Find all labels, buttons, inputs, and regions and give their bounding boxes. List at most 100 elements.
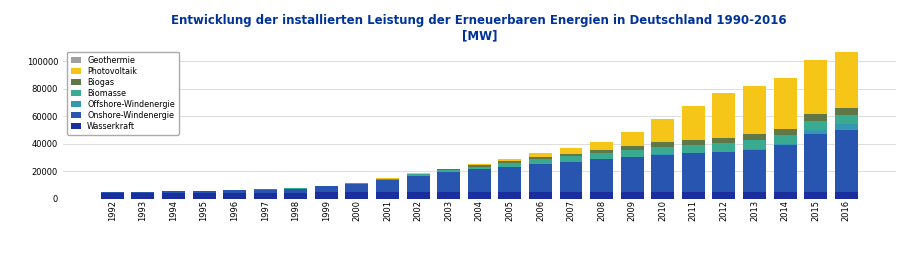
Bar [468, 164, 490, 165]
Bar [713, 152, 735, 192]
Bar [499, 161, 521, 163]
Bar [834, 124, 858, 130]
Bar [193, 191, 215, 193]
Bar [774, 129, 796, 135]
Bar [590, 153, 613, 159]
Bar [499, 192, 521, 199]
Bar [834, 52, 858, 108]
Bar [713, 143, 735, 152]
Bar [652, 119, 674, 143]
Bar [131, 192, 155, 193]
Bar [376, 192, 399, 199]
Title: Entwicklung der installierten Leistung der Erneuerbaren Energien in Deutschland : Entwicklung der installierten Leistung d… [171, 14, 788, 42]
Bar [101, 193, 124, 199]
Bar [346, 184, 368, 192]
Bar [713, 93, 735, 138]
Bar [407, 174, 429, 176]
Bar [621, 132, 644, 146]
Bar [560, 156, 582, 162]
Bar [804, 130, 827, 134]
Bar [468, 165, 490, 167]
Bar [590, 142, 613, 150]
Bar [223, 193, 246, 199]
Bar [468, 167, 490, 169]
Bar [682, 140, 705, 145]
Legend: Geothermie, Photovoltaik, Biogas, Biomasse, Offshore-Windenergie, Onshore-Winden: Geothermie, Photovoltaik, Biogas, Biomas… [67, 52, 179, 135]
Bar [682, 192, 705, 199]
Bar [621, 192, 644, 199]
Bar [131, 193, 155, 199]
Bar [101, 192, 124, 193]
Bar [774, 145, 796, 192]
Bar [804, 192, 827, 199]
Bar [346, 183, 368, 184]
Bar [437, 192, 460, 199]
Bar [774, 135, 796, 144]
Bar [437, 170, 460, 172]
Bar [560, 154, 582, 156]
Bar [407, 192, 429, 199]
Bar [284, 189, 307, 192]
Bar [407, 176, 429, 192]
Bar [743, 192, 766, 199]
Bar [560, 192, 582, 199]
Bar [834, 130, 858, 192]
Bar [376, 179, 399, 180]
Bar [254, 193, 276, 199]
Bar [590, 192, 613, 199]
Bar [743, 134, 766, 140]
Bar [590, 150, 613, 153]
Bar [774, 192, 796, 199]
Bar [560, 148, 582, 154]
Bar [499, 159, 521, 161]
Bar [346, 192, 368, 199]
Bar [499, 167, 521, 192]
Bar [774, 78, 796, 129]
Bar [315, 186, 338, 192]
Bar [834, 192, 858, 199]
Bar [743, 150, 766, 192]
Bar [652, 192, 674, 199]
Bar [407, 173, 429, 174]
Bar [834, 115, 858, 124]
Bar [468, 192, 490, 199]
Bar [743, 86, 766, 134]
Bar [315, 192, 338, 199]
Bar [682, 145, 705, 153]
Bar [652, 147, 674, 154]
Bar [652, 143, 674, 147]
Bar [713, 192, 735, 199]
Bar [621, 146, 644, 150]
Bar [834, 108, 858, 115]
Bar [590, 159, 613, 192]
Bar [621, 150, 644, 157]
Bar [254, 190, 276, 193]
Bar [376, 180, 399, 192]
Bar [713, 138, 735, 143]
Bar [284, 188, 307, 189]
Bar [437, 169, 460, 170]
Bar [468, 169, 490, 192]
Bar [162, 193, 184, 199]
Bar [284, 192, 307, 199]
Bar [804, 121, 827, 130]
Bar [529, 159, 552, 164]
Bar [437, 172, 460, 192]
Bar [621, 157, 644, 192]
Bar [499, 163, 521, 167]
Bar [193, 193, 215, 199]
Bar [804, 114, 827, 121]
Bar [529, 192, 552, 199]
Bar [162, 191, 184, 193]
Bar [529, 164, 552, 192]
Bar [682, 153, 705, 192]
Bar [560, 162, 582, 192]
Bar [743, 149, 766, 150]
Bar [529, 157, 552, 159]
Bar [682, 106, 705, 140]
Bar [743, 140, 766, 149]
Bar [223, 191, 246, 193]
Bar [529, 153, 552, 157]
Bar [774, 144, 796, 145]
Bar [652, 155, 674, 192]
